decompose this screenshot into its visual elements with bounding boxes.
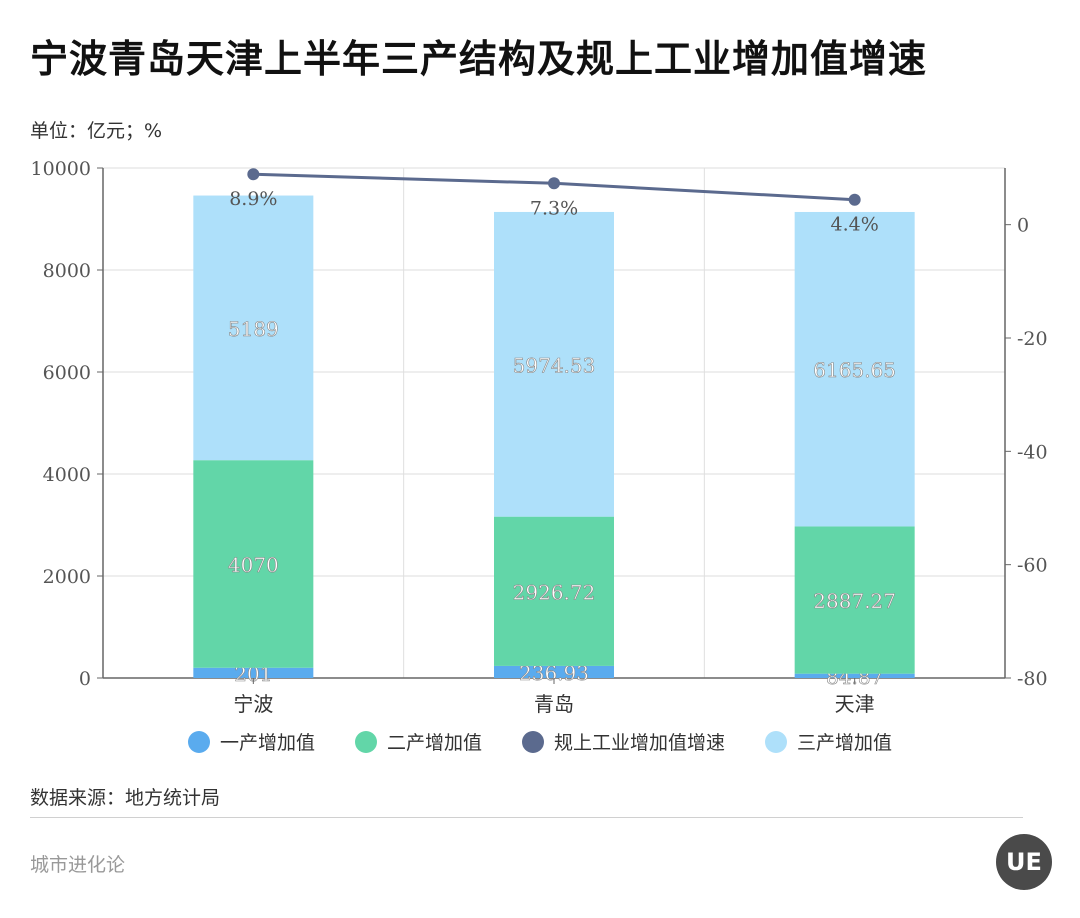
y-tick-label: 10000	[31, 158, 91, 180]
legend-label: 规上工业增加值增速	[554, 732, 726, 754]
bar-segment	[794, 211, 915, 527]
growth-rate-point	[548, 177, 560, 190]
legend-swatch	[187, 730, 210, 753]
brand-name: 城市进化论	[30, 854, 126, 876]
bar-data-label: 4070	[228, 553, 279, 577]
y2-tick-label: -20	[1017, 328, 1048, 350]
y-tick-label: 0	[79, 668, 91, 690]
y-tick-label: 2000	[43, 566, 91, 588]
x-tick-label: 青岛	[534, 692, 574, 716]
chart-title: 宁波青岛天津上半年三产结构及规上工业增加值增速	[30, 37, 928, 81]
y2-tick-label: -80	[1017, 668, 1048, 690]
legend-item: 规上工业增加值增速	[522, 728, 725, 755]
bar-data-label: 2887.27	[813, 589, 896, 613]
y2-tick-label: -40	[1017, 441, 1048, 463]
legend-item: 一产增加值	[187, 728, 315, 755]
stacked-bar-chart: 02000400060008000100000-20-40-60-8020140…	[31, 158, 1048, 716]
y2-tick-label: 0	[1017, 215, 1029, 237]
y-tick-label: 6000	[43, 362, 91, 384]
bar-data-label: 5974.53	[513, 353, 596, 377]
growth-rate-label: 4.4%	[831, 214, 879, 236]
x-tick-label: 宁波	[233, 692, 273, 716]
y2-tick-label: -60	[1017, 555, 1048, 577]
bar-segment	[193, 667, 314, 678]
unit-label: 单位：亿元；%	[30, 120, 163, 142]
x-tick-label: 天津	[835, 692, 875, 716]
legend: 一产增加值 二产增加值 规上工业增加值增速 三产增加值	[0, 728, 1080, 755]
legend-swatch	[354, 730, 377, 753]
bar-data-label: 5189	[228, 317, 279, 341]
data-source: 数据来源：地方统计局	[30, 787, 221, 809]
growth-rate-point	[848, 193, 861, 206]
bar-segment	[193, 460, 314, 668]
growth-rate-point	[247, 168, 260, 181]
bar-segment	[794, 673, 915, 678]
bar-data-label: 6165.65	[813, 358, 896, 382]
y-tick-label: 8000	[43, 260, 91, 282]
bar-segment	[794, 526, 915, 674]
bar-segment	[494, 516, 614, 666]
bar-segment	[494, 211, 614, 517]
legend-label: 一产增加值	[219, 732, 315, 754]
legend-swatch	[765, 730, 788, 753]
bar-data-label: 2926.72	[513, 580, 596, 604]
growth-rate-label: 8.9%	[229, 188, 277, 210]
legend-item: 三产增加值	[765, 728, 892, 755]
bar-segment	[193, 195, 314, 461]
logo-text: UE	[1006, 848, 1042, 876]
legend-label: 三产增加值	[797, 732, 893, 754]
legend-item: 二产增加值	[354, 728, 482, 755]
legend-label: 二产增加值	[386, 732, 482, 754]
y-tick-label: 4000	[43, 464, 91, 486]
bar-segment	[494, 665, 614, 678]
divider	[30, 817, 1023, 818]
growth-rate-label: 7.3%	[530, 197, 578, 219]
brand-logo: UE	[996, 834, 1052, 890]
legend-swatch	[522, 730, 544, 753]
